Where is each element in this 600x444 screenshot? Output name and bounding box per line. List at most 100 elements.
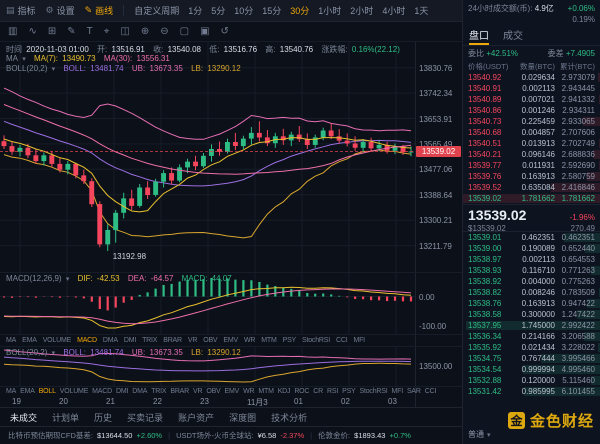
period-tab[interactable]: 30分 bbox=[290, 6, 310, 16]
orderbook-bid-row[interactable]: 13534.54 0.999994 4.995460 bbox=[463, 364, 600, 375]
indicator-tab[interactable]: BRAR bbox=[163, 336, 182, 344]
draw-tool-icon[interactable]: ✎ bbox=[67, 26, 76, 37]
orderbook-bid-row[interactable]: 13535.92 0.021434 3.228022 bbox=[463, 342, 600, 353]
zoom-out-icon[interactable]: ⊖ bbox=[160, 26, 169, 37]
bottom-tab[interactable]: 计划单 bbox=[52, 412, 80, 423]
chevron-down-icon[interactable]: ▾ bbox=[51, 66, 56, 73]
period-tab[interactable]: 1小时 bbox=[318, 6, 342, 16]
tab-orderbook[interactable]: 盘口 bbox=[469, 26, 489, 45]
candlestick-chart[interactable]: 13192.98 bbox=[0, 42, 415, 272]
indicator-tab[interactable]: SAR bbox=[406, 388, 421, 395]
period-tab[interactable]: 4小时 bbox=[382, 6, 406, 16]
orderbook-ask-row[interactable]: 13540.89 0.007021 2.941332 bbox=[463, 94, 600, 105]
indicator-tab[interactable]: EMV bbox=[223, 336, 238, 344]
period-tab[interactable]: 15分 bbox=[262, 6, 282, 16]
orderbook-ask-row[interactable]: 13540.73 0.225459 2.933065 bbox=[463, 116, 600, 127]
period-tab[interactable]: 1天 bbox=[414, 6, 429, 16]
macd-title[interactable]: MACD(12,26,9) bbox=[6, 274, 62, 283]
chevron-down-icon[interactable]: ▾ bbox=[51, 350, 56, 357]
indicator-tab[interactable]: PSY bbox=[282, 336, 297, 344]
orderbook-bid-row[interactable]: 13538.93 0.116710 0.771263 bbox=[463, 265, 600, 276]
indicator-tab[interactable]: CCI bbox=[424, 388, 437, 395]
indicator-tab[interactable]: StochRSI bbox=[359, 388, 388, 395]
ma-title[interactable]: MA bbox=[6, 54, 18, 63]
screenshot-icon[interactable]: ▣ bbox=[200, 26, 210, 37]
indicator-tab[interactable]: MACD bbox=[92, 388, 112, 395]
draw-line-button[interactable]: ✎ 画线 bbox=[85, 4, 114, 17]
indicator-tab[interactable]: EMA bbox=[20, 388, 35, 395]
indicator-tab[interactable]: EMV bbox=[224, 388, 240, 395]
indicator-tab[interactable]: ROC bbox=[294, 388, 310, 395]
orderbook-bid-row[interactable]: 13537.95 1.745000 2.992422 bbox=[463, 320, 600, 331]
boll-title[interactable]: BOLL(20,2) bbox=[6, 64, 48, 73]
orderbook-bid-row[interactable]: 13531.42 0.985995 6.101455 bbox=[463, 386, 600, 397]
line-chart-icon[interactable]: ∿ bbox=[28, 26, 37, 37]
indicator-tab[interactable]: BRAR bbox=[170, 388, 189, 395]
chevron-down-icon[interactable]: ▾ bbox=[22, 56, 26, 63]
bottom-tab[interactable]: 买卖记录 bbox=[127, 412, 164, 423]
orderbook-ask-row[interactable]: 13540.86 0.001246 2.934311 bbox=[463, 105, 600, 116]
orderbook-bid-row[interactable]: 13534.75 0.767444 3.995466 bbox=[463, 353, 600, 364]
indicator-tab[interactable]: CCI bbox=[336, 336, 348, 344]
orderbook-ask-row[interactable]: 13539.52 0.635084 2.416846 bbox=[463, 182, 600, 193]
chevron-down-icon[interactable]: ▾ bbox=[65, 276, 70, 283]
indicator-tab[interactable]: BOLL bbox=[38, 388, 56, 395]
indicator-tab[interactable]: MA bbox=[6, 336, 17, 344]
candle-style-icon[interactable]: ▥ bbox=[8, 26, 18, 37]
indicator-tab[interactable]: StochRSI bbox=[302, 336, 330, 344]
period-tab[interactable]: 1分 bbox=[188, 6, 203, 16]
orderbook-bid-row[interactable]: 13532.88 0.120000 5.115460 bbox=[463, 375, 600, 386]
indicator-tab[interactable]: DMI bbox=[115, 388, 129, 395]
orderbook-ask-row[interactable]: 13539.77 0.011931 2.592690 bbox=[463, 160, 600, 171]
orderbook-ask-row[interactable]: 13540.91 0.002113 2.943445 bbox=[463, 83, 600, 94]
indicator-tab[interactable]: TRIX bbox=[142, 336, 158, 344]
fullscreen-icon[interactable]: ▢ bbox=[179, 26, 190, 37]
orderbook-bid-row[interactable]: 13539.00 0.190089 0.652440 bbox=[463, 243, 600, 254]
indicator-tab[interactable]: DMA bbox=[132, 388, 148, 395]
period-tab[interactable]: 2小时 bbox=[350, 6, 374, 16]
period-tab[interactable]: 5分 bbox=[211, 6, 226, 16]
indicator-tab[interactable]: MTM bbox=[258, 388, 274, 395]
period-tab[interactable]: 10分 bbox=[234, 6, 254, 16]
undo-icon[interactable]: ↺ bbox=[220, 26, 229, 37]
indicator-tab[interactable]: WR bbox=[243, 336, 256, 344]
indicator-tab[interactable]: VR bbox=[187, 336, 198, 344]
zoom-in-icon[interactable]: ⊕ bbox=[140, 26, 150, 37]
bottom-tab[interactable]: 账户资产 bbox=[178, 412, 215, 423]
indicator-tab[interactable]: CR bbox=[313, 388, 324, 395]
boll-title[interactable]: BOLL(20,2) bbox=[6, 348, 48, 357]
orderbook-ask-row[interactable]: 13540.92 0.029634 2.973079 bbox=[463, 72, 600, 83]
macd-chart[interactable] bbox=[0, 272, 415, 334]
orderbook-ask-row[interactable]: 13540.68 0.004857 2.707606 bbox=[463, 127, 600, 138]
grid-layout-icon[interactable]: ⊞ bbox=[47, 26, 57, 37]
boll-chart[interactable] bbox=[0, 346, 415, 386]
orderbook-bid-row[interactable]: 13538.82 0.008246 0.783509 bbox=[463, 287, 600, 298]
indicator-tab[interactable]: VOLUME bbox=[42, 336, 72, 344]
indicator-tab[interactable]: OBV bbox=[206, 388, 221, 395]
indicator-tab[interactable]: MFI bbox=[391, 388, 404, 395]
orderbook-bid-row[interactable]: 13538.58 0.300000 1.247422 bbox=[463, 309, 600, 320]
bottom-tab[interactable]: 技术分析 bbox=[271, 412, 308, 423]
compare-icon[interactable]: ◫ bbox=[120, 26, 130, 37]
indicator-tab[interactable]: KDJ bbox=[277, 388, 291, 395]
indicator-tab[interactable]: TRIX bbox=[151, 388, 167, 395]
indicator-tab[interactable]: RSI bbox=[327, 388, 339, 395]
orderbook-bid-row[interactable]: 13538.97 0.002113 0.654553 bbox=[463, 254, 600, 265]
tab-trades[interactable]: 成交 bbox=[503, 31, 523, 42]
indicator-tab[interactable]: MTM bbox=[261, 336, 277, 344]
indicator-tab[interactable]: MA bbox=[6, 388, 17, 395]
indicator-tab[interactable]: DMA bbox=[102, 336, 118, 344]
orderbook-bid-row[interactable]: 13538.76 0.163913 0.947422 bbox=[463, 298, 600, 309]
indicator-tab[interactable]: MACD bbox=[77, 336, 97, 344]
orderbook-bid-row[interactable]: 13536.34 0.214166 3.206588 bbox=[463, 331, 600, 342]
orderbook-bid-row[interactable]: 13538.92 0.004000 0.775263 bbox=[463, 276, 600, 287]
indicator-tab[interactable]: WR bbox=[243, 388, 255, 395]
orderbook-ask-row[interactable]: 13539.02 1.781662 1.781662 bbox=[463, 193, 600, 204]
indicator-tab[interactable]: VOLUME bbox=[59, 388, 89, 395]
custom-period-button[interactable]: 自定义周期 bbox=[134, 6, 180, 16]
indicator-tab[interactable]: VR bbox=[193, 388, 203, 395]
bottom-tab[interactable]: 历史 bbox=[94, 412, 113, 423]
orderbook-ask-row[interactable]: 13539.76 0.163913 2.580759 bbox=[463, 171, 600, 182]
indicator-tab[interactable]: OBV bbox=[203, 336, 218, 344]
text-tool-icon[interactable]: T bbox=[86, 26, 93, 37]
